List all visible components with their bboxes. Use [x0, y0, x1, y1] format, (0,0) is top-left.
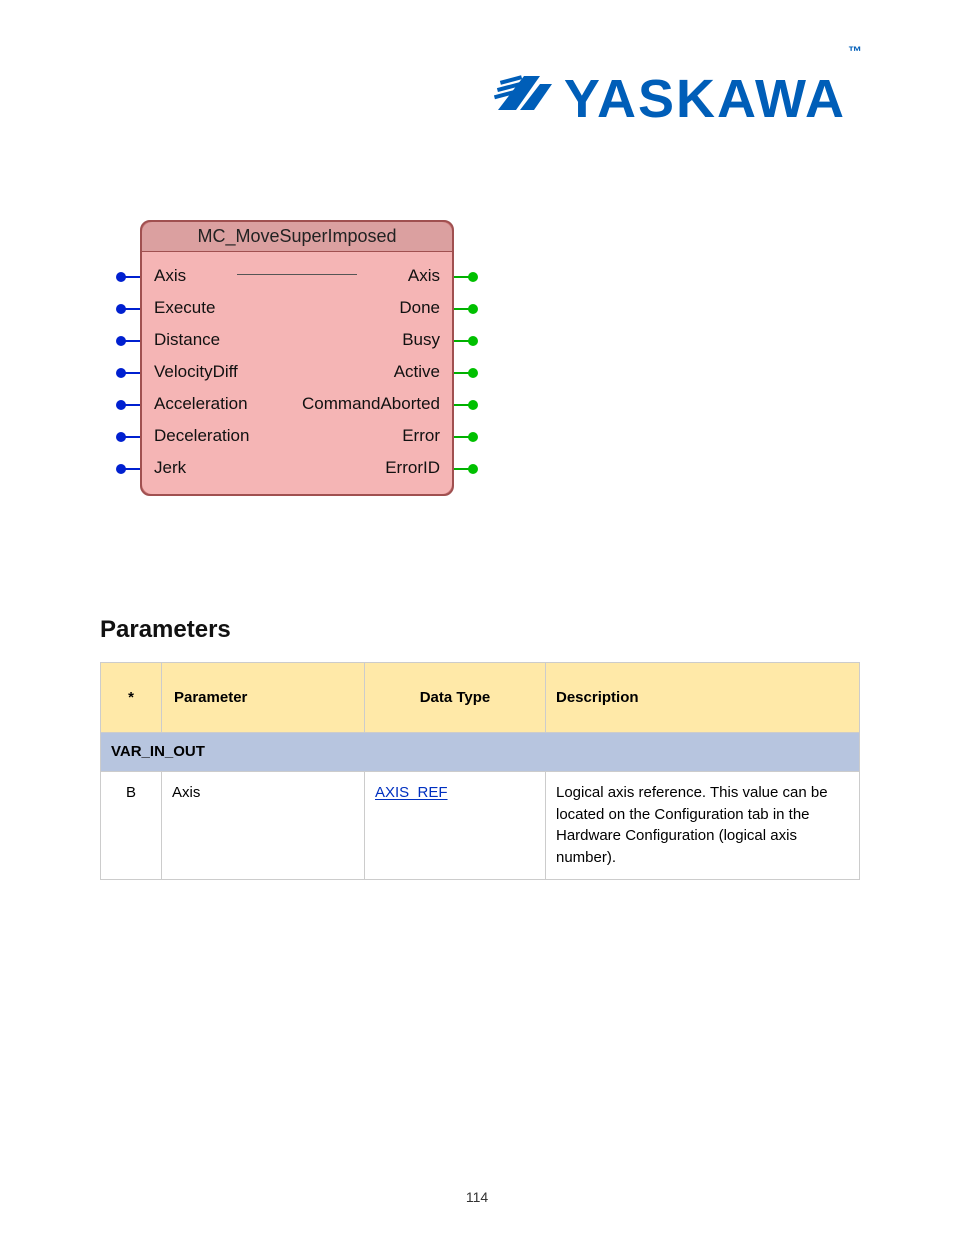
cell-datatype[interactable]: AXIS_REF — [365, 771, 546, 879]
logo-text: YASKAWA™ — [564, 72, 864, 126]
parameters-heading: Parameters — [100, 616, 864, 644]
cell-parameter: Axis — [162, 771, 365, 879]
logo-tm: ™ — [848, 43, 864, 59]
fb-output-label: CommandAborted — [302, 394, 440, 414]
function-block-diagram: MC_MoveSuperImposed Axis Axis Execute Do… — [120, 220, 470, 496]
page-number: 114 — [466, 1189, 488, 1205]
col-datatype-header: Data Type — [365, 663, 546, 733]
fb-output-label: Done — [399, 298, 440, 318]
fb-input-label: Acceleration — [154, 394, 248, 414]
fb-input-label: Axis — [154, 266, 186, 286]
cell-star: B — [101, 771, 162, 879]
parameters-table: * Parameter Data Type Description VAR_IN… — [100, 662, 860, 880]
fb-input-label: Deceleration — [154, 426, 249, 446]
output-pin-icon — [454, 340, 472, 342]
function-block-title: MC_MoveSuperImposed — [142, 222, 452, 252]
fb-input-label: Execute — [154, 298, 215, 318]
output-pin-icon — [454, 436, 472, 438]
input-pin-icon — [122, 468, 140, 470]
col-description-header: Description — [546, 663, 860, 733]
fb-row: Acceleration CommandAborted — [142, 388, 452, 420]
cell-description: Logical axis reference. This value can b… — [546, 771, 860, 879]
fb-output-label: ErrorID — [385, 458, 440, 478]
output-pin-icon — [454, 372, 472, 374]
logo-brand: YASKAWA — [564, 69, 846, 129]
output-pin-icon — [454, 468, 472, 470]
fb-input-label: Jerk — [154, 458, 186, 478]
datatype-link[interactable]: AXIS_REF — [375, 784, 448, 801]
fb-output-label: Active — [394, 362, 440, 382]
fb-output-label: Error — [402, 426, 440, 446]
table-row: B Axis AXIS_REF Logical axis reference. … — [101, 771, 860, 879]
section-row: VAR_IN_OUT — [101, 733, 860, 772]
fb-row: Axis Axis — [142, 260, 452, 292]
input-pin-icon — [122, 340, 140, 342]
row-underline — [237, 274, 357, 275]
fb-output-label: Axis — [408, 266, 440, 286]
fb-row: Deceleration Error — [142, 420, 452, 452]
output-pin-icon — [454, 308, 472, 310]
output-pin-icon — [454, 276, 472, 278]
fb-row: VelocityDiff Active — [142, 356, 452, 388]
logo: YASKAWA™ — [494, 70, 864, 128]
input-pin-icon — [122, 308, 140, 310]
fb-output-label: Busy — [402, 330, 440, 350]
input-pin-icon — [122, 276, 140, 278]
input-pin-icon — [122, 372, 140, 374]
output-pin-icon — [454, 404, 472, 406]
function-block-body: Axis Axis Execute Done Distance Busy — [142, 252, 452, 494]
input-pin-icon — [122, 404, 140, 406]
col-star-header: * — [101, 663, 162, 733]
fb-row: Jerk ErrorID — [142, 452, 452, 484]
fb-row: Distance Busy — [142, 324, 452, 356]
fb-input-label: VelocityDiff — [154, 362, 238, 382]
col-parameter-header: Parameter — [162, 663, 365, 733]
fb-row: Execute Done — [142, 292, 452, 324]
fb-input-label: Distance — [154, 330, 220, 350]
section-label: VAR_IN_OUT — [101, 733, 860, 772]
logo-mark-icon — [494, 70, 556, 128]
input-pin-icon — [122, 436, 140, 438]
